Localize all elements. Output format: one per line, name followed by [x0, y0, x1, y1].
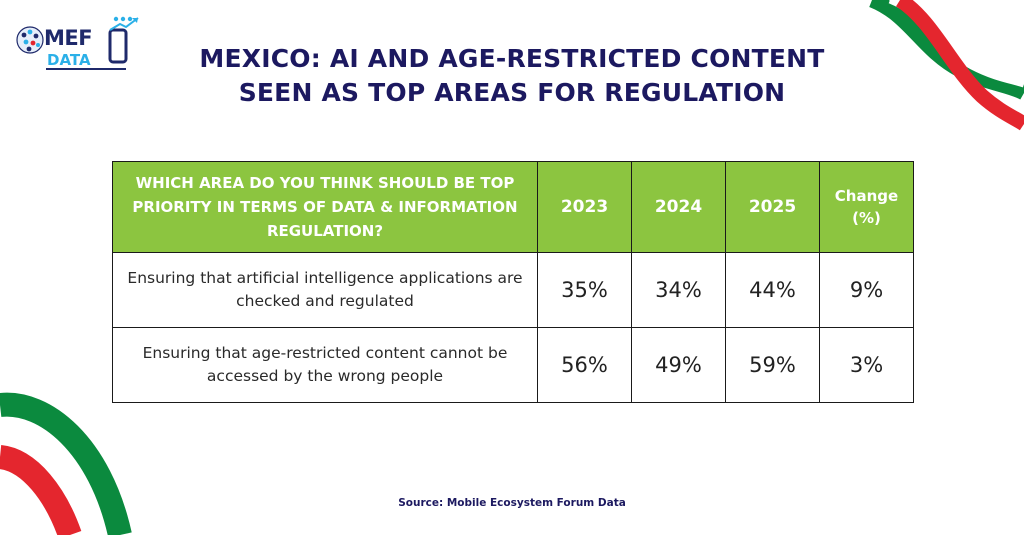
flag-ribbon-top-right: [868, 0, 1024, 131]
table-row: Ensuring that artificial intelligence ap…: [112, 252, 914, 328]
cell-2024: 34%: [631, 252, 726, 328]
header-2024: 2024: [631, 161, 726, 253]
table-header-row: WHICH AREA DO YOU THINK SHOULD BE TOP PR…: [112, 161, 914, 253]
header-2023: 2023: [537, 161, 632, 253]
header-change: Change (%): [819, 161, 914, 253]
source-note: Source: Mobile Ecosystem Forum Data: [398, 497, 626, 509]
cell-2024: 49%: [631, 327, 726, 403]
globe-icon: [16, 16, 139, 70]
logo-text-sub: DATA: [47, 51, 91, 69]
cell-change: 3%: [819, 327, 914, 403]
cell-2023: 35%: [537, 252, 632, 328]
page-title-line-1: MEXICO: AI AND AGE-RESTRICTED CONTENT: [199, 44, 825, 73]
cell-2025: 44%: [725, 252, 820, 328]
row-label: Ensuring that artificial intelligence ap…: [112, 252, 538, 328]
cell-change: 9%: [819, 252, 914, 328]
cell-2023: 56%: [537, 327, 632, 403]
logo-text-main: MEF: [44, 26, 93, 50]
header-2025: 2025: [725, 161, 820, 253]
header-question: WHICH AREA DO YOU THINK SHOULD BE TOP PR…: [112, 161, 538, 253]
flag-ribbon-bottom-left: [0, 392, 132, 535]
row-label: Ensuring that age-restricted content can…: [112, 327, 538, 403]
cell-2025: 59%: [725, 327, 820, 403]
table-row: Ensuring that age-restricted content can…: [112, 327, 914, 403]
regulation-priority-table: WHICH AREA DO YOU THINK SHOULD BE TOP PR…: [112, 161, 914, 403]
mef-data-logo: MEF DATA: [14, 14, 144, 76]
page-title-line-2: SEEN AS TOP AREAS FOR REGULATION: [238, 78, 786, 107]
